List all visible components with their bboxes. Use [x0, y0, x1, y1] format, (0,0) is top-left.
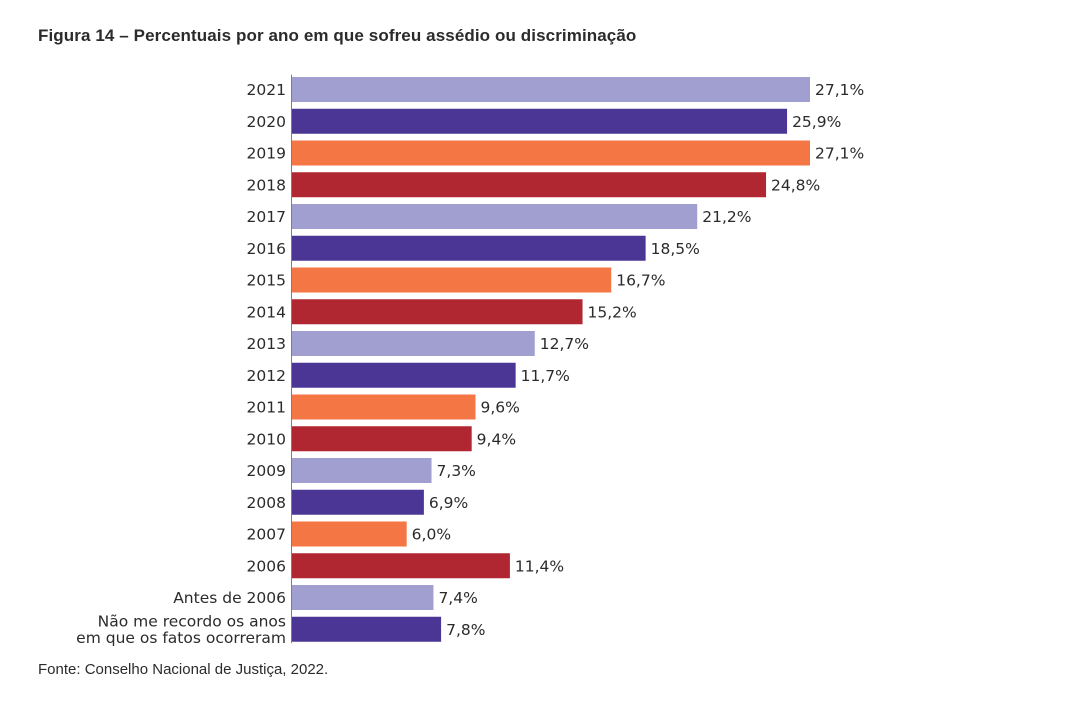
value-label-5: 18,5% — [651, 240, 700, 258]
category-label-15: 2006 — [247, 557, 286, 575]
value-label-4: 21,2% — [702, 208, 751, 226]
category-label-17-line-1: em que os fatos ocorreram — [76, 629, 286, 647]
bar-10 — [292, 394, 476, 420]
value-label-14: 6,0% — [412, 526, 451, 544]
value-label-0: 27,1% — [815, 81, 864, 99]
category-labels: 2021 2020 2019 2018 2017 2016 2015 2014 2013 2012… — [76, 81, 286, 647]
bar-7 — [292, 299, 583, 325]
category-label-10: 2011 — [247, 399, 286, 417]
value-label-16: 7,4% — [438, 589, 477, 607]
category-label-9: 2012 — [247, 367, 286, 385]
category-label-8: 2013 — [247, 335, 286, 353]
category-label-6: 2015 — [247, 272, 286, 290]
category-label-13: 2008 — [247, 494, 286, 512]
value-label-7: 15,2% — [588, 303, 637, 321]
bars-layer — [292, 77, 810, 642]
bar-17 — [292, 616, 442, 642]
value-label-6: 16,7% — [616, 272, 665, 290]
source-note: Fonte: Conselho Nacional de Justiça, 202… — [38, 661, 329, 678]
value-label-3: 24,8% — [771, 176, 820, 194]
value-label-17: 7,8% — [446, 621, 485, 639]
bar-15 — [292, 553, 510, 579]
value-labels: 27,1% 25,9% 27,1% 24,8% 21,2%18,5% 16,7% 15,2%… — [412, 81, 865, 639]
category-label-1: 2020 — [247, 113, 286, 131]
category-label-12: 2009 — [247, 462, 286, 480]
bar-4 — [292, 204, 698, 229]
bar-8 — [292, 331, 535, 356]
bar-6 — [292, 267, 612, 293]
value-label-10: 9,6% — [480, 399, 519, 417]
bar-3 — [292, 172, 767, 198]
category-label-17-line-0: Não me recordo os anos — [98, 613, 286, 631]
value-label-9: 11,7% — [521, 367, 570, 385]
category-label-7: 2014 — [247, 303, 286, 321]
bar-11 — [292, 426, 472, 452]
bar-0 — [292, 77, 810, 102]
value-label-8: 12,7% — [540, 335, 589, 353]
figure-title: Figura 14 – Percentuais por ano em que s… — [38, 26, 637, 45]
bar-16 — [292, 585, 434, 610]
bar-14 — [292, 521, 407, 547]
category-label-0: 2021 — [247, 81, 286, 99]
value-label-1: 25,9% — [792, 113, 841, 131]
bar-13 — [292, 489, 424, 515]
value-label-12: 7,3% — [437, 462, 476, 480]
category-label-5: 2016 — [247, 240, 286, 258]
bar-2 — [292, 140, 810, 166]
value-label-13: 6,9% — [429, 494, 468, 512]
value-label-2: 27,1% — [815, 145, 864, 163]
category-label-16: Antes de 2006 — [173, 589, 286, 607]
value-label-11: 9,4% — [477, 430, 516, 448]
bar-12 — [292, 458, 432, 483]
category-label-3: 2018 — [247, 176, 286, 194]
category-label-2: 2019 — [247, 145, 286, 163]
bar-9 — [292, 362, 516, 388]
category-label-4: 2017 — [247, 208, 286, 226]
bar-5 — [292, 235, 646, 261]
category-label-11: 2010 — [247, 430, 286, 448]
bar-1 — [292, 108, 788, 134]
value-label-15: 11,4% — [515, 557, 564, 575]
category-label-14: 2007 — [247, 526, 286, 544]
